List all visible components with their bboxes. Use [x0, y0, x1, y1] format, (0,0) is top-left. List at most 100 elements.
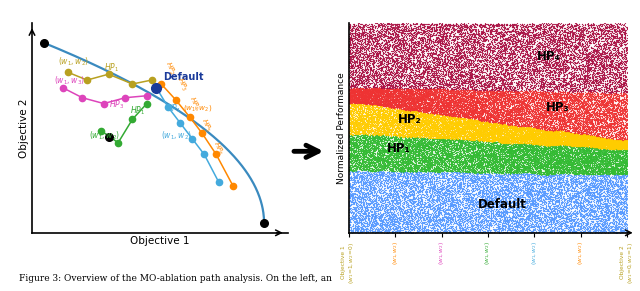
Point [458, 186, 468, 190]
Point [499, 131, 509, 136]
Point [365, 91, 376, 96]
Point [511, 113, 522, 118]
Point [599, 214, 609, 219]
Point [586, 156, 596, 161]
Point [606, 102, 616, 107]
Point [385, 52, 396, 57]
Point [536, 196, 546, 201]
Point [544, 161, 554, 166]
Point [356, 162, 366, 167]
Point [616, 57, 627, 62]
Point [539, 62, 549, 66]
Point [361, 194, 371, 199]
Point [609, 135, 620, 139]
Point [424, 130, 435, 135]
Point [413, 29, 424, 33]
Point [561, 114, 572, 119]
Point [348, 214, 358, 219]
Point [396, 217, 406, 221]
Point [495, 169, 506, 173]
Point [483, 108, 493, 113]
Point [608, 163, 618, 168]
Point [382, 197, 392, 201]
Point [564, 93, 574, 97]
Point [480, 145, 490, 150]
Point [467, 50, 477, 55]
Point [401, 94, 411, 99]
Point [461, 97, 472, 102]
Point [390, 44, 400, 48]
Point [617, 106, 627, 111]
Point [359, 46, 369, 51]
Point [567, 123, 577, 128]
Point [395, 139, 405, 143]
Point [416, 128, 426, 132]
Point [374, 138, 385, 142]
Point [529, 57, 539, 61]
Point [465, 117, 475, 121]
Point [610, 144, 620, 149]
Point [429, 128, 439, 132]
Point [597, 139, 607, 143]
Point [362, 86, 372, 91]
Point [524, 103, 534, 107]
Point [593, 138, 603, 143]
Point [588, 155, 598, 159]
Point [613, 132, 623, 136]
Point [436, 96, 447, 101]
Point [562, 202, 572, 207]
Point [500, 196, 510, 201]
Point [431, 220, 442, 224]
Point [494, 135, 504, 140]
Point [490, 79, 500, 84]
Point [592, 150, 602, 155]
Point [380, 49, 390, 54]
Point [608, 93, 618, 97]
Point [348, 103, 358, 107]
Point [532, 136, 543, 140]
Point [570, 164, 580, 169]
Point [547, 216, 557, 221]
Point [345, 127, 355, 132]
Point [438, 140, 449, 145]
Point [591, 143, 601, 148]
Point [573, 191, 584, 196]
Point [530, 142, 540, 146]
Point [478, 164, 488, 168]
Point [402, 151, 412, 155]
Point [500, 54, 510, 59]
Point [445, 199, 455, 203]
Point [551, 134, 561, 139]
Point [529, 153, 540, 158]
Point [346, 147, 356, 151]
Point [600, 103, 610, 107]
Point [385, 143, 396, 147]
Point [480, 137, 490, 142]
Point [437, 33, 447, 38]
Point [570, 91, 580, 95]
Point [434, 115, 444, 119]
Point [470, 130, 481, 135]
Point [436, 164, 447, 168]
Point [560, 49, 570, 54]
Point [509, 35, 520, 40]
Point [600, 146, 611, 150]
Point [468, 27, 479, 31]
Point [527, 23, 538, 27]
Point [605, 157, 616, 161]
Point [357, 168, 367, 172]
Point [526, 133, 536, 137]
Point [367, 120, 378, 125]
Point [621, 146, 631, 150]
Point [474, 31, 484, 36]
Point [492, 226, 502, 231]
Point [616, 29, 627, 33]
Point [524, 102, 534, 107]
Point [358, 182, 368, 186]
Point [542, 219, 552, 223]
Point [591, 61, 601, 65]
Point [524, 150, 534, 154]
Point [592, 189, 602, 193]
Point [596, 45, 606, 50]
Point [359, 61, 369, 65]
